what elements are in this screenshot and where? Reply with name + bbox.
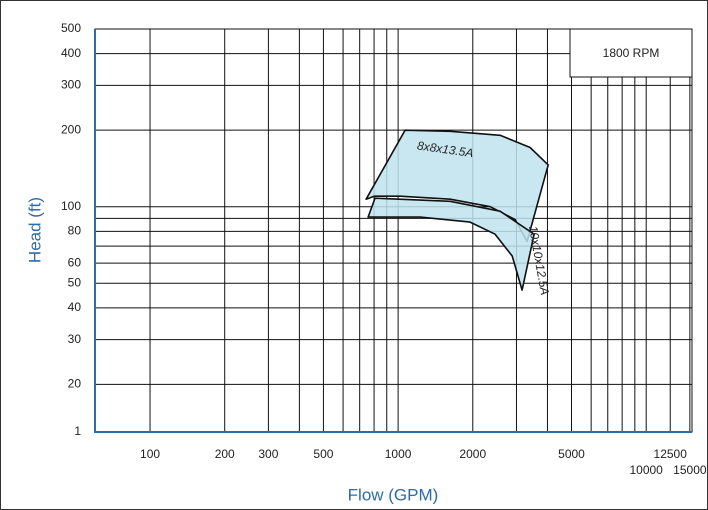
y-tick-label: 300 xyxy=(61,78,81,92)
y-tick-label: 50 xyxy=(68,275,82,289)
annotation: 1800 RPM xyxy=(603,46,660,60)
x-tick-label: 300 xyxy=(258,447,278,461)
y-axis-bottom-label: 1 xyxy=(74,424,81,438)
x-tick-label: 10000 xyxy=(629,463,663,477)
curve-label: 10x10x12.5A xyxy=(526,225,552,296)
x-tick-label: 2000 xyxy=(459,447,486,461)
y-tick-label: 20 xyxy=(68,377,82,391)
y-tick-label: 400 xyxy=(61,46,81,60)
annotation-box xyxy=(569,28,693,78)
y-tick-label: 60 xyxy=(68,255,82,269)
labels: 100 200 300 500 1000 2000 5000 10000 12500 15000 2… xyxy=(61,21,707,477)
x-tick-label: 12500 xyxy=(654,447,688,461)
y-tick-label: 30 xyxy=(68,332,82,346)
x-tick-label: 200 xyxy=(215,447,235,461)
y-tick-label: 200 xyxy=(61,122,81,136)
y-tick-label: 100 xyxy=(61,199,81,213)
x-tick-label: 500 xyxy=(313,447,333,461)
pump-curve-area xyxy=(367,197,535,291)
x-tick-label: 1000 xyxy=(385,447,412,461)
x-tick-label: 100 xyxy=(140,447,160,461)
x-tick-label: 15000 xyxy=(673,463,707,477)
y-axis-title: Head (ft) xyxy=(25,197,44,263)
plot-border xyxy=(94,28,693,433)
y-tick-label: 80 xyxy=(68,224,82,238)
x-axis-title: Flow (GPM) xyxy=(348,485,439,504)
y-tick-label: 500 xyxy=(61,21,81,35)
grid xyxy=(94,28,693,433)
y-tick-label: 40 xyxy=(68,300,82,314)
x-tick-label: 5000 xyxy=(558,447,585,461)
